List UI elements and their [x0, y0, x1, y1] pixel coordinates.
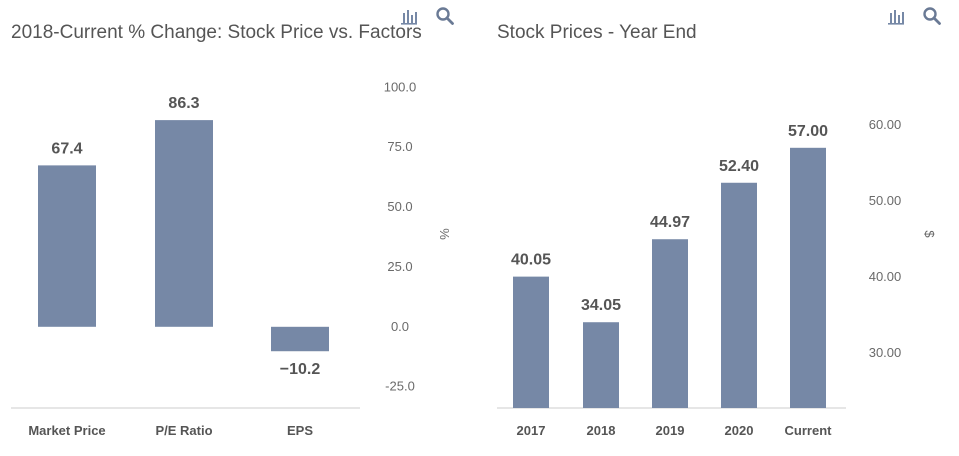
y-axis-label: % [437, 228, 452, 240]
x-tick-label: 2018 [587, 423, 616, 438]
y-tick-label: 0.0 [391, 319, 409, 334]
bar [155, 120, 213, 327]
data-label: 52.40 [719, 158, 759, 175]
bar [652, 239, 688, 408]
x-tick-label: P/E Ratio [155, 423, 212, 438]
data-label: 44.97 [650, 214, 690, 231]
x-tick-label: 2019 [656, 423, 685, 438]
bar [790, 147, 826, 409]
bar [271, 326, 329, 352]
y-tick-label: 50.00 [869, 193, 902, 208]
chart-title-percent-change: 2018-Current % Change: Stock Price vs. F… [11, 22, 422, 43]
chart-toolbar-1 [399, 6, 455, 26]
bar [513, 276, 549, 408]
y-tick-label: 50.0 [387, 199, 412, 214]
data-label: 86.3 [168, 95, 199, 112]
data-label: 57.00 [788, 123, 828, 140]
chart-toolbar-2 [886, 6, 942, 26]
y-tick-label: 75.0 [387, 139, 412, 154]
bar [583, 322, 619, 408]
bar-chart-icon[interactable] [399, 6, 419, 26]
search-icon[interactable] [922, 6, 942, 26]
x-tick-label: Current [785, 423, 833, 438]
y-tick-label: 30.00 [869, 345, 902, 360]
y-tick-label: 60.00 [869, 117, 902, 132]
x-tick-label: Market Price [28, 423, 105, 438]
y-tick-label: -25.0 [385, 379, 415, 394]
y-tick-label: 40.00 [869, 269, 902, 284]
data-label: 67.4 [51, 140, 82, 157]
x-tick-label: 2020 [725, 423, 754, 438]
x-tick-label: 2017 [517, 423, 546, 438]
chart-title-stock-prices: Stock Prices - Year End [497, 22, 697, 43]
bar [38, 165, 96, 327]
y-tick-label: 25.0 [387, 259, 412, 274]
y-tick-label: 100.0 [384, 79, 417, 94]
data-label: 40.05 [511, 252, 551, 269]
bar [721, 182, 757, 408]
bar-chart-icon[interactable] [886, 6, 906, 26]
data-label: −10.2 [280, 361, 321, 378]
y-axis-label: $ [922, 230, 937, 238]
x-tick-label: EPS [287, 423, 313, 438]
data-label: 34.05 [581, 297, 621, 314]
search-icon[interactable] [435, 6, 455, 26]
